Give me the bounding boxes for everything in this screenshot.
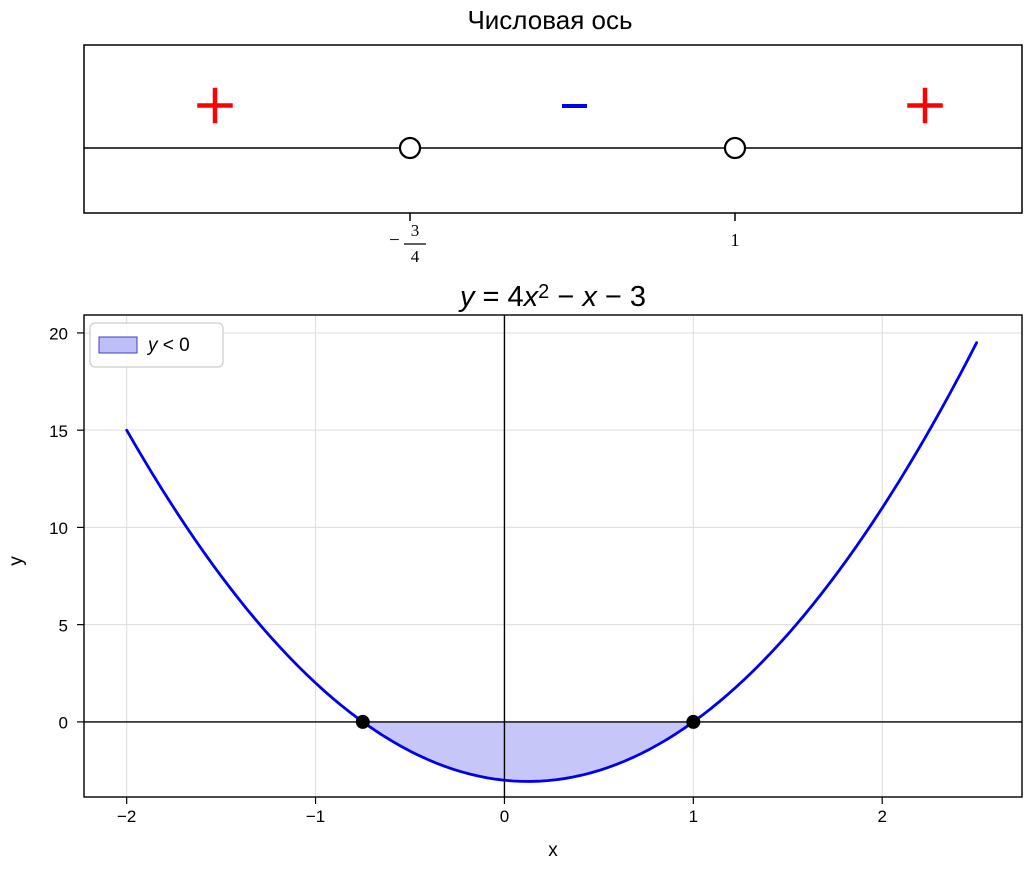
svg-text:20: 20	[49, 325, 68, 344]
svg-text:0: 0	[59, 714, 68, 733]
svg-text:15: 15	[49, 422, 68, 441]
svg-text:x: x	[548, 840, 558, 861]
svg-text:0: 0	[500, 807, 509, 826]
svg-text:2: 2	[877, 807, 886, 826]
svg-text:−1: −1	[306, 807, 325, 826]
svg-text:10: 10	[49, 519, 68, 538]
svg-text:5: 5	[59, 617, 68, 636]
svg-text:y = 4x2 − x − 3: y = 4x2 − x − 3	[458, 281, 646, 313]
svg-text:y: y	[6, 556, 27, 566]
svg-text:1: 1	[689, 807, 698, 826]
svg-text:−2: −2	[117, 807, 136, 826]
svg-text:y < 0: y < 0	[146, 335, 190, 356]
